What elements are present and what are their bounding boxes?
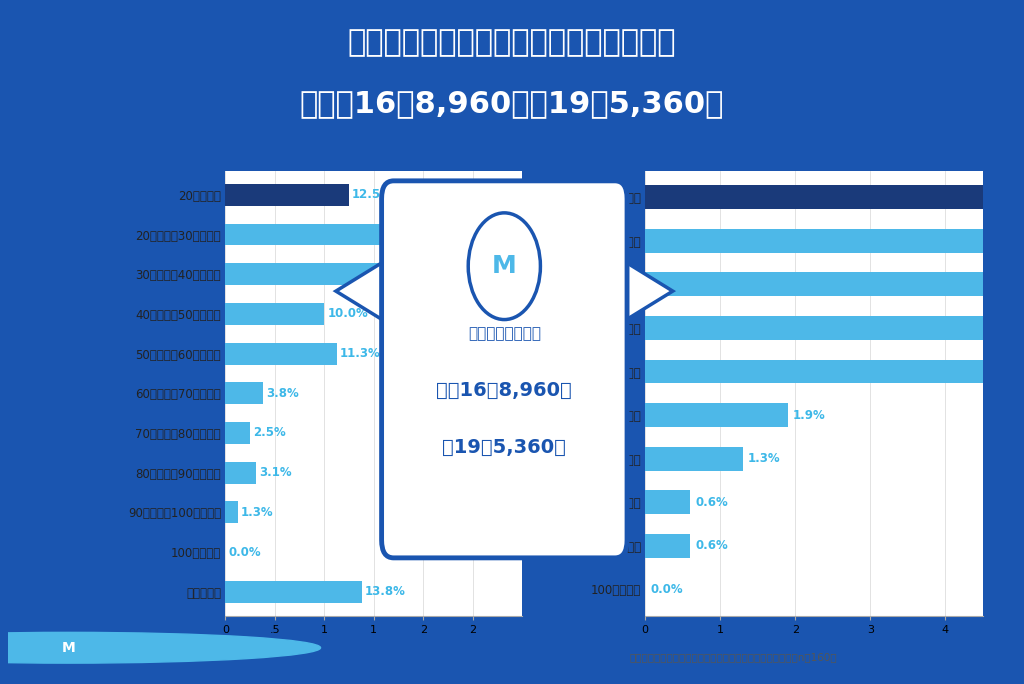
Bar [645,447,742,471]
Polygon shape [336,256,393,327]
Text: 0.0%: 0.0% [650,583,683,596]
Bar [225,263,485,285]
Text: 2.5%: 2.5% [253,427,286,440]
Bar [645,403,787,427]
Bar [225,422,250,444]
Text: 11.3%: 11.3% [340,347,381,360]
Text: 〜19万5,360円: 〜19万5,360円 [442,438,566,457]
Text: 3.8%: 3.8% [266,386,299,400]
Text: 1.3%: 1.3% [241,506,273,519]
Text: 年間約16万8,960円〜19万5,360円: 年間約16万8,960円〜19万5,360円 [300,89,724,118]
Text: 3.1%: 3.1% [259,466,292,479]
Bar [225,303,325,325]
Bar [645,316,1024,340]
Text: 1.9%: 1.9% [793,408,825,421]
Bar [225,224,473,246]
Polygon shape [615,256,673,327]
Bar [225,501,239,523]
Text: 13.8%: 13.8% [365,586,406,598]
Bar [225,184,349,206]
Bar [225,462,256,484]
Bar [645,185,1024,209]
Text: じゅけラボ予備校: じゅけラボ予備校 [468,326,541,341]
Circle shape [0,632,321,663]
Text: M: M [492,254,517,278]
Text: じゅけラボ予備校: じゅけラボ予備校 [124,641,191,655]
Bar [645,272,1024,296]
FancyBboxPatch shape [382,181,627,558]
Bar [645,490,690,514]
Bar [225,343,337,365]
Text: 12.5%: 12.5% [352,188,393,201]
Bar [645,228,1024,252]
Bar [225,581,361,603]
Text: 年間16万8,960円: 年間16万8,960円 [436,381,572,400]
Text: M: M [61,641,76,655]
Bar [645,360,1024,384]
Text: 1.3%: 1.3% [748,452,780,465]
Text: じゅけラボは大手予備校レベルの教育が: じゅけラボは大手予備校レベルの教育が [348,29,676,57]
Text: 0.6%: 0.6% [695,496,728,509]
Text: 0.0%: 0.0% [228,546,261,559]
Text: 0.6%: 0.6% [695,540,728,553]
Bar [645,534,690,558]
Bar [225,382,263,404]
Text: 中学２年生の子どもが塾または予備校に通っていた保護者（n＝160）: 中学２年生の子どもが塾または予備校に通っていた保護者（n＝160） [630,652,838,662]
Text: 10.0%: 10.0% [328,307,368,320]
